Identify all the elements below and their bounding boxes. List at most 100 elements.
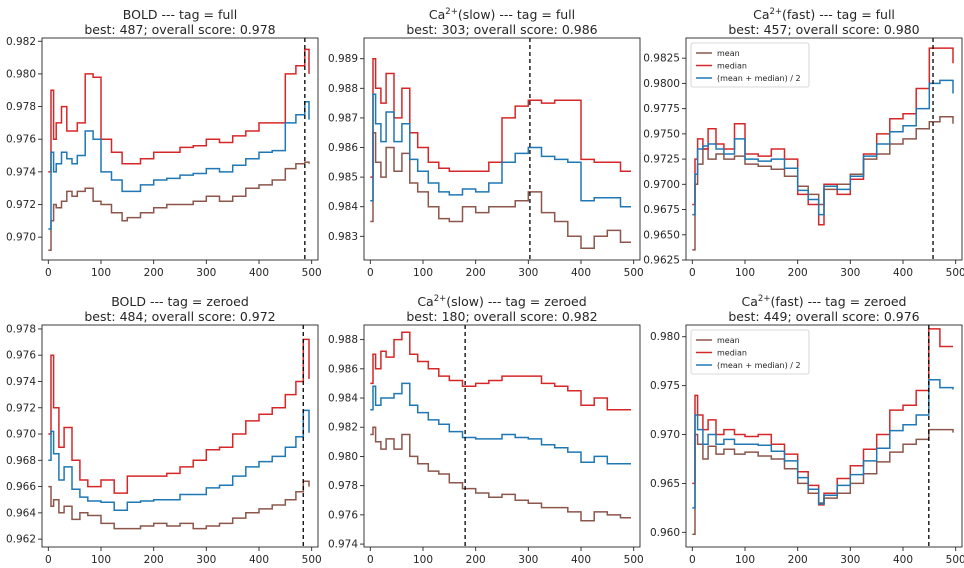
series-line--mean-median- <box>370 382 631 465</box>
x-tick-label: 500 <box>624 554 644 566</box>
y-tick-label: 0.974 <box>6 166 36 178</box>
y-tick-label: 0.970 <box>6 429 36 441</box>
series-line--mean-median- <box>370 93 631 208</box>
axes-frame <box>41 37 319 261</box>
y-tick-label: 0.968 <box>6 455 36 467</box>
y-tick-label: 0.980 <box>6 68 36 80</box>
series-line-median <box>370 331 631 411</box>
chart-title: Ca2+(slow) --- tag = zeroed <box>417 294 586 309</box>
y-tick-label: 0.9825 <box>643 53 680 65</box>
x-tick-label: 300 <box>840 554 860 566</box>
y-tick-label: 0.984 <box>328 393 358 405</box>
x-tick-label: 400 <box>893 554 913 566</box>
series-line-mean <box>692 115 954 251</box>
y-tick-label: 0.9750 <box>643 128 680 140</box>
axes-frame <box>363 37 641 261</box>
y-tick-label: 0.988 <box>328 83 358 95</box>
x-tick-label: 400 <box>249 554 269 566</box>
legend-label: median <box>717 349 747 358</box>
axes-frame <box>685 324 963 548</box>
x-tick-label: 500 <box>302 554 322 566</box>
x-tick-label: 200 <box>466 554 486 566</box>
series-line-median <box>48 48 310 173</box>
series-line-median <box>692 328 953 506</box>
legend: mean median (mean + median) / 2 <box>690 329 810 375</box>
x-tick-label: 100 <box>735 554 755 566</box>
y-tick-label: 0.972 <box>6 402 36 414</box>
x-tick-label: 500 <box>946 554 964 566</box>
x-tick-label: 300 <box>518 267 538 279</box>
axes-frame <box>685 37 963 261</box>
legend-label: median <box>717 62 747 71</box>
x-tick-label: 100 <box>413 554 433 566</box>
series-line--mean-median- <box>692 79 954 216</box>
axes-frame <box>363 324 641 548</box>
y-tick-label: 0.9675 <box>643 204 680 216</box>
y-tick-label: 0.976 <box>6 350 36 362</box>
y-tick-label: 0.980 <box>328 451 358 463</box>
y-tick-label: 0.9725 <box>643 154 680 166</box>
y-tick-label: 0.987 <box>328 112 358 124</box>
y-tick-label: 0.970 <box>6 232 36 244</box>
plot-lines <box>370 331 631 522</box>
legend-box <box>690 42 810 88</box>
y-tick-label: 0.984 <box>328 201 358 213</box>
y-tick-label: 0.974 <box>328 539 358 551</box>
chart-subtitle: best: 484; overall score: 0.972 <box>84 309 275 324</box>
chart-title: Ca2+(slow) --- tag = full <box>429 7 575 22</box>
x-tick-label: 200 <box>788 554 808 566</box>
y-tick-label: 0.978 <box>328 480 358 492</box>
y-tick-label: 0.986 <box>328 363 358 375</box>
series-line--mean-median- <box>48 100 310 230</box>
y-tick-label: 0.989 <box>328 53 358 65</box>
x-tick-label: 300 <box>196 267 216 279</box>
x-tick-label: 200 <box>144 554 164 566</box>
x-tick-label: 0 <box>45 267 52 279</box>
legend-label: mean <box>717 336 740 345</box>
legend-label: (mean + median) / 2 <box>717 361 801 370</box>
x-tick-label: 300 <box>196 554 216 566</box>
y-tick-label: 0.9700 <box>643 179 680 191</box>
series-line--mean-median- <box>48 409 310 511</box>
series-line-mean <box>370 426 631 522</box>
x-tick-label: 400 <box>893 267 913 279</box>
series-line-mean <box>48 480 310 530</box>
y-tick-label: 0.9800 <box>643 78 680 90</box>
y-tick-label: 0.965 <box>650 478 680 490</box>
y-tick-label: 0.960 <box>650 527 680 539</box>
y-tick-label: 0.974 <box>6 376 36 388</box>
y-tick-label: 0.980 <box>650 331 680 343</box>
y-tick-label: 0.964 <box>6 507 36 519</box>
plot-lines <box>48 48 310 251</box>
y-tick-label: 0.962 <box>6 534 36 546</box>
series-line--mean-median- <box>692 379 954 509</box>
legend-box <box>690 329 810 375</box>
plot-lines <box>370 57 631 249</box>
x-tick-label: 200 <box>144 267 164 279</box>
y-tick-label: 0.982 <box>6 36 36 48</box>
x-tick-label: 400 <box>571 554 591 566</box>
chart-title: Ca2+(fast) --- tag = full <box>753 7 895 22</box>
y-tick-label: 0.975 <box>650 380 680 392</box>
chart-subtitle: best: 487; overall score: 0.978 <box>84 22 275 37</box>
x-tick-label: 200 <box>466 267 486 279</box>
y-tick-label: 0.970 <box>650 429 680 441</box>
chart-title: BOLD --- tag = zeroed <box>111 294 249 309</box>
legend-label: (mean + median) / 2 <box>717 74 801 83</box>
x-tick-label: 0 <box>45 554 52 566</box>
y-tick-label: 0.9775 <box>643 103 680 115</box>
x-tick-label: 100 <box>413 267 433 279</box>
x-tick-label: 300 <box>518 554 538 566</box>
legend: mean median (mean + median) / 2 <box>690 42 810 88</box>
series-line-mean <box>48 161 310 251</box>
x-tick-label: 500 <box>946 267 964 279</box>
chart-title: Ca2+(fast) --- tag = zeroed <box>742 294 907 309</box>
series-line-mean <box>692 428 954 536</box>
plot-lines <box>48 338 310 530</box>
y-tick-label: 0.976 <box>328 509 358 521</box>
